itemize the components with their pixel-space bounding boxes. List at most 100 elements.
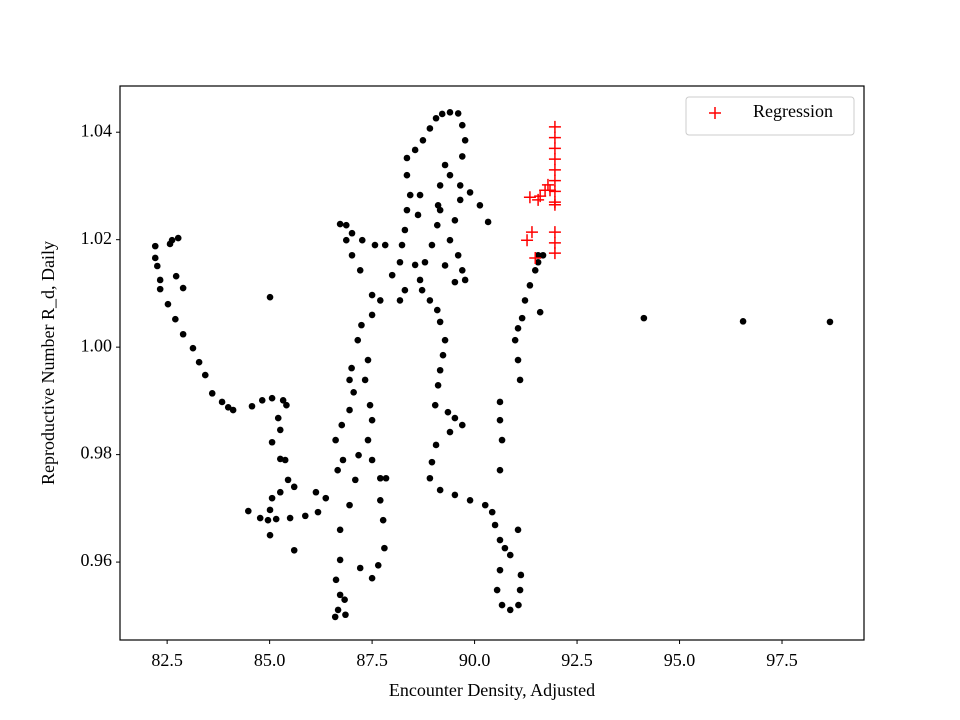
- point: [371, 241, 379, 249]
- point: [358, 236, 366, 244]
- point: [548, 163, 561, 176]
- point: [548, 120, 561, 133]
- point: [451, 217, 459, 224]
- point: [501, 544, 509, 552]
- point: [446, 171, 454, 179]
- point: [189, 344, 197, 352]
- point: [274, 414, 282, 422]
- point: [381, 241, 389, 249]
- point: [342, 221, 350, 229]
- point: [286, 514, 294, 522]
- point: [245, 507, 252, 515]
- point: [368, 574, 376, 582]
- point: [428, 241, 436, 249]
- point: [151, 254, 159, 262]
- point: [529, 251, 542, 264]
- point: [332, 576, 340, 584]
- point: [266, 531, 274, 539]
- point: [334, 466, 341, 474]
- point: [458, 267, 466, 274]
- point: [348, 251, 356, 259]
- point: [334, 606, 342, 614]
- x-tick-label: 87.5: [356, 650, 388, 670]
- point: [548, 153, 561, 166]
- point: [458, 421, 466, 429]
- point: [174, 234, 182, 242]
- point: [224, 404, 232, 411]
- point: [436, 486, 444, 494]
- point: [276, 488, 284, 496]
- point: [433, 306, 441, 314]
- point: [368, 416, 376, 424]
- point: [411, 146, 419, 154]
- point: [301, 512, 309, 520]
- point: [312, 488, 320, 496]
- point: [351, 476, 359, 484]
- point: [446, 428, 454, 436]
- point: [498, 436, 506, 444]
- point: [539, 251, 547, 259]
- point: [506, 606, 514, 614]
- point: [284, 476, 292, 484]
- point: [548, 226, 561, 239]
- point: [276, 455, 284, 463]
- point: [544, 184, 557, 197]
- point: [368, 291, 376, 299]
- y-tick-label: 1.00: [81, 335, 113, 355]
- point: [336, 220, 344, 228]
- point: [339, 456, 347, 464]
- point: [428, 458, 436, 466]
- point: [548, 174, 561, 187]
- point: [355, 451, 362, 459]
- point: [279, 397, 287, 404]
- point: [476, 201, 484, 209]
- point: [342, 611, 349, 619]
- point: [361, 376, 369, 384]
- point: [338, 421, 346, 429]
- point: [516, 376, 524, 384]
- point: [496, 398, 504, 406]
- point: [156, 285, 164, 293]
- point: [514, 526, 522, 534]
- point: [276, 426, 284, 434]
- plot-frame: [119, 85, 865, 641]
- point: [451, 414, 459, 422]
- point: [517, 571, 525, 579]
- point: [548, 236, 561, 249]
- point: [336, 556, 344, 564]
- point: [164, 300, 172, 308]
- point: [534, 258, 542, 266]
- point: [258, 397, 266, 404]
- point: [156, 276, 164, 284]
- point: [283, 401, 290, 409]
- point: [350, 388, 357, 396]
- point: [388, 271, 396, 279]
- point: [414, 211, 422, 219]
- point: [439, 351, 447, 359]
- point: [536, 308, 544, 316]
- point: [403, 171, 411, 179]
- point: [406, 191, 414, 199]
- point: [416, 276, 424, 284]
- point: [421, 258, 429, 266]
- x-tick-label: 92.5: [561, 650, 593, 670]
- x-axis-label: Encounter Density, Adjusted: [389, 680, 595, 700]
- point: [461, 276, 469, 284]
- point: [179, 284, 187, 292]
- point: [379, 516, 387, 524]
- point: [266, 506, 274, 514]
- point: [208, 390, 216, 397]
- point: [525, 226, 538, 239]
- x-tick-label: 97.5: [766, 650, 798, 670]
- point: [376, 474, 384, 482]
- point: [461, 136, 469, 144]
- point: [446, 109, 454, 116]
- point: [433, 221, 441, 229]
- point: [466, 496, 474, 504]
- point: [376, 496, 384, 504]
- point: [739, 318, 747, 325]
- point: [154, 262, 161, 270]
- point: [441, 161, 449, 169]
- point: [264, 516, 272, 524]
